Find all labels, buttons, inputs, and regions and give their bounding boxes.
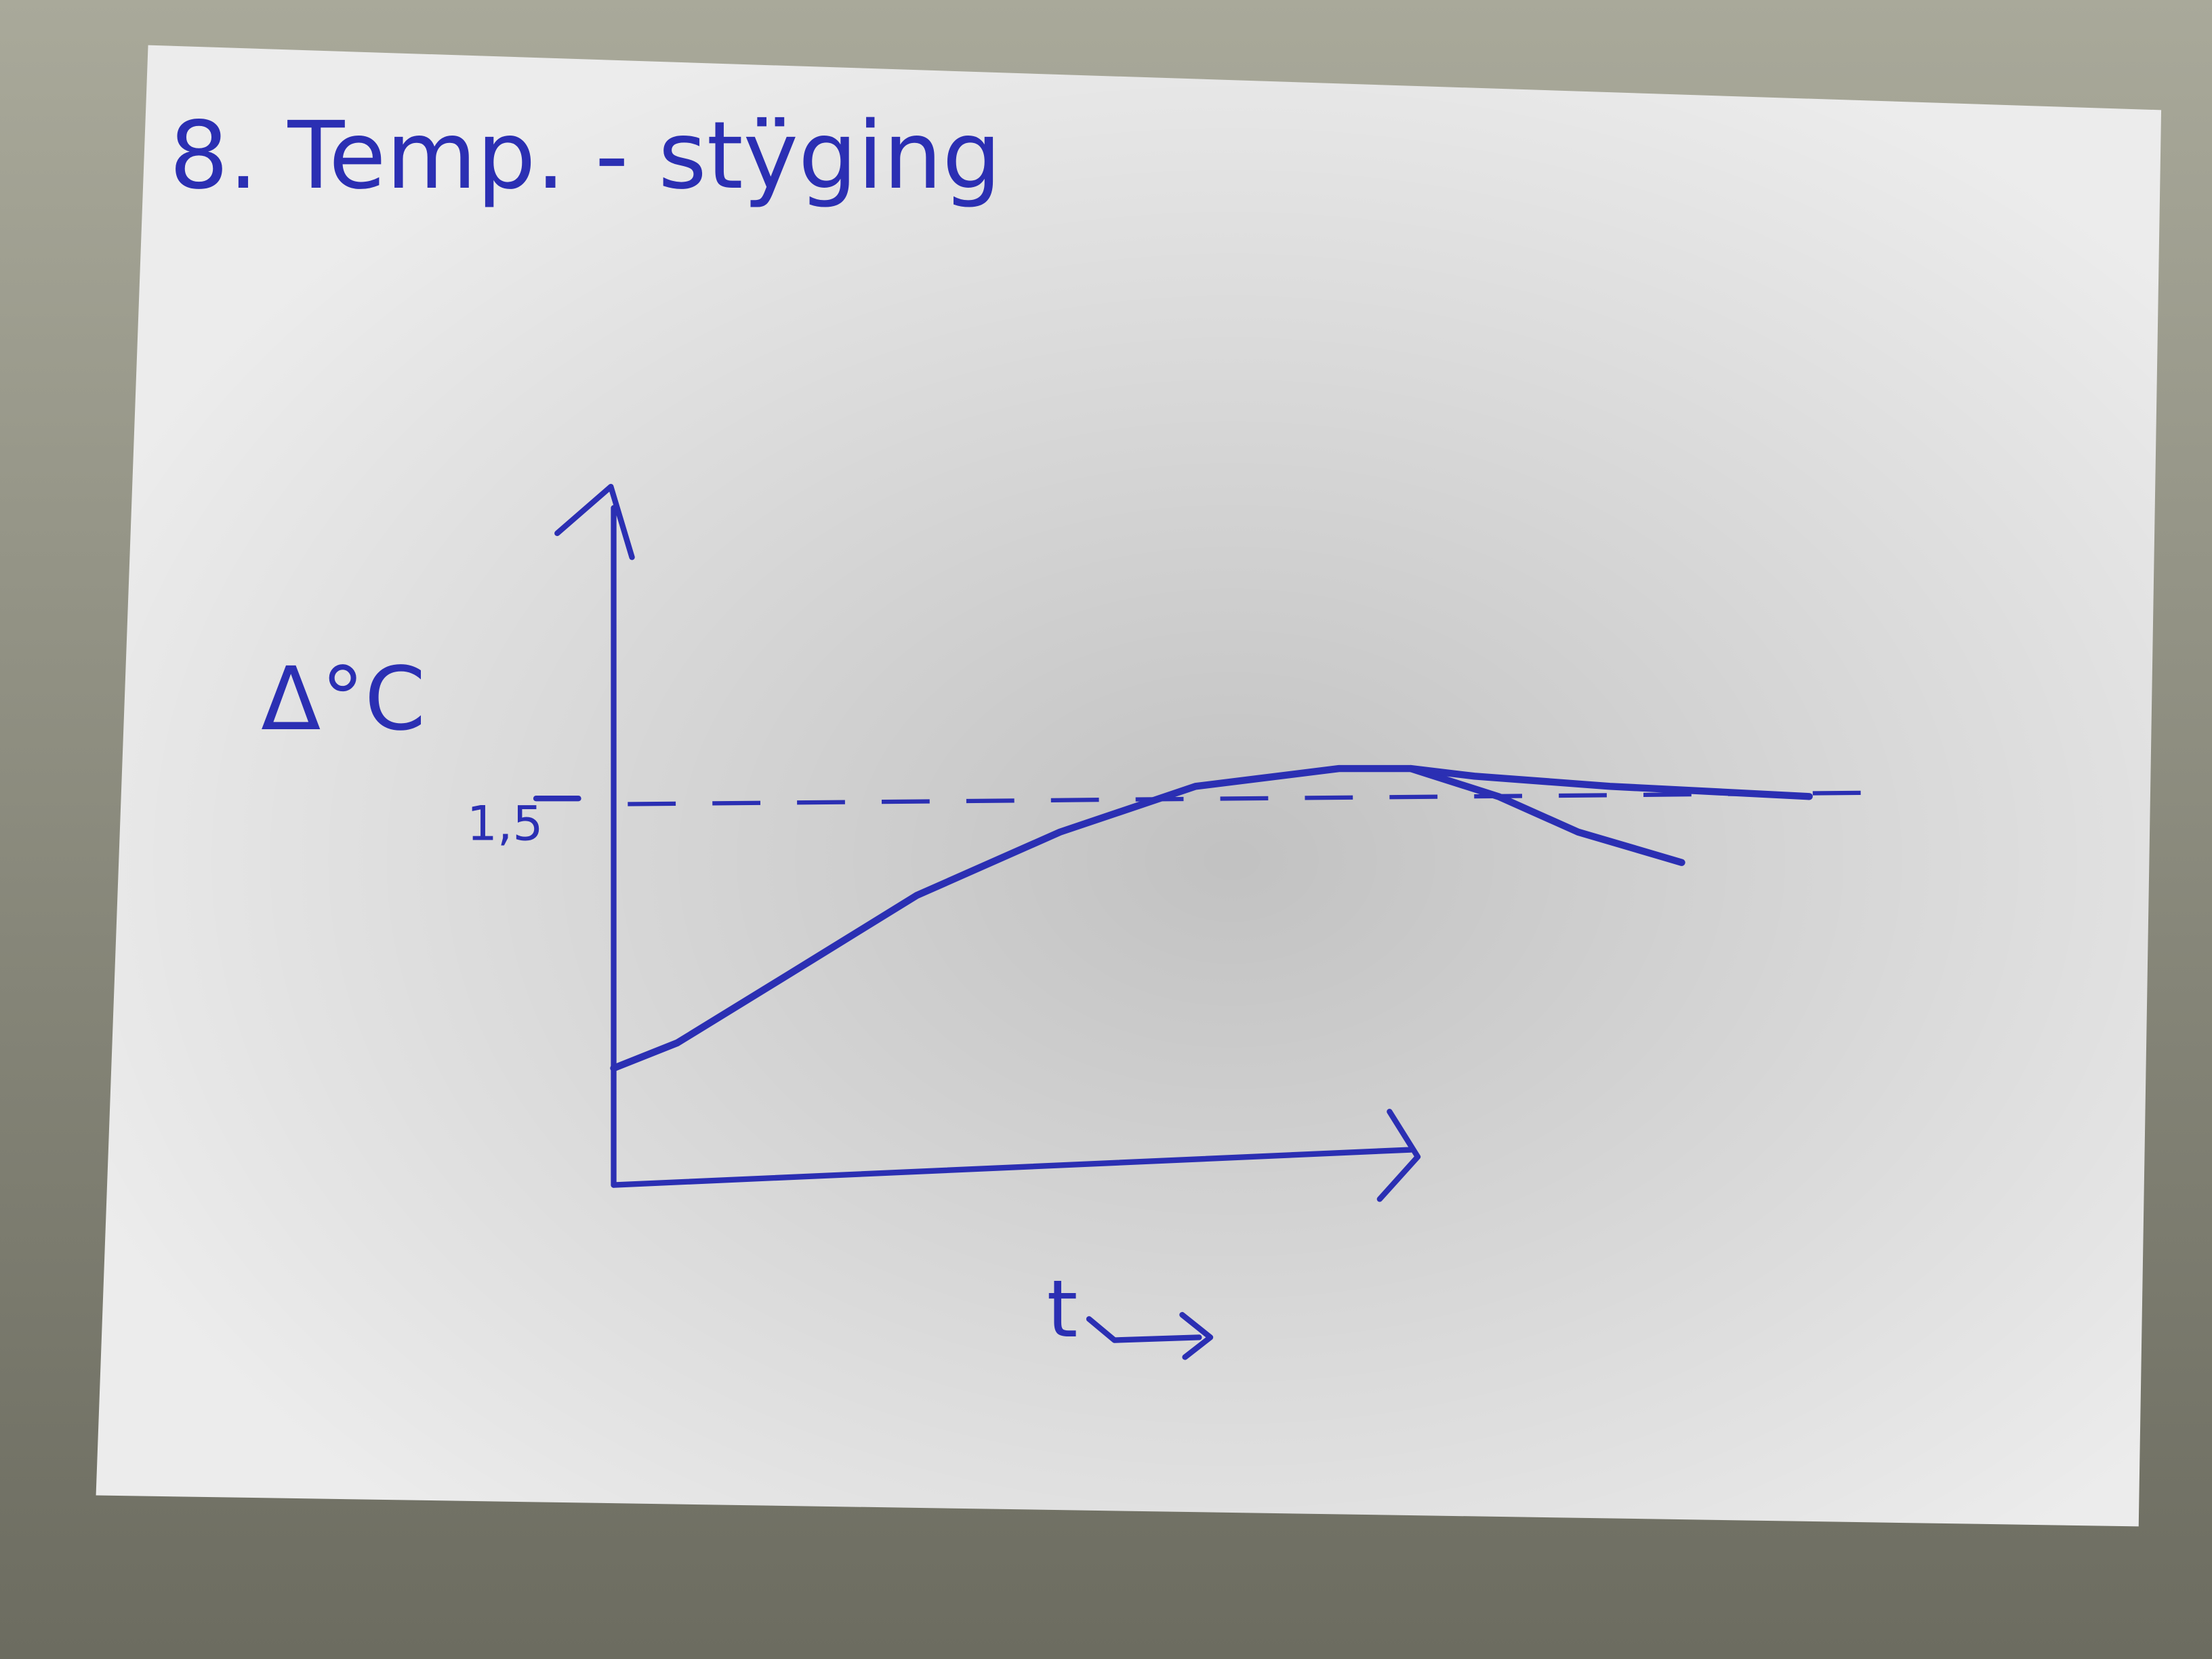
plot: 1,5: [467, 764, 1862, 1072]
line: [1407, 764, 1813, 800]
grid-line: [628, 790, 1862, 806]
line: [610, 764, 1685, 1072]
chart-title: 8. Temp. - stÿging: [169, 102, 1002, 210]
y-tick-label: 1,5: [467, 795, 544, 851]
x-axis-label: t: [1047, 1264, 1078, 1355]
x-axis: [611, 1109, 1421, 1202]
shadow: [96, 45, 2162, 1527]
y-axis-label: Δ°C: [261, 649, 426, 750]
x-label-arrow: [1086, 1311, 1214, 1360]
y-axis: [554, 484, 635, 1188]
